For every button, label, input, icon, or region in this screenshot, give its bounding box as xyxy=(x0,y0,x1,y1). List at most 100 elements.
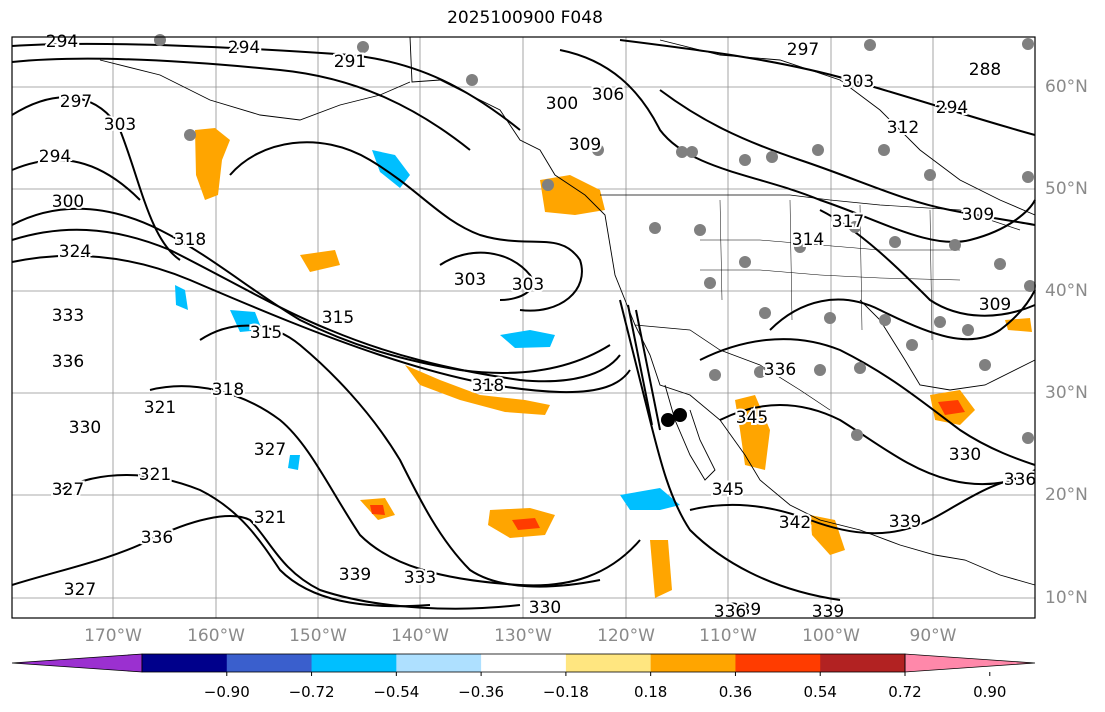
contour-label: 339 xyxy=(339,565,371,585)
contour-label: 327 xyxy=(254,440,286,460)
station-dot xyxy=(1022,38,1034,50)
latitude-label: 50°N xyxy=(1045,179,1088,199)
contour-label: 336 xyxy=(141,528,173,548)
contour-line xyxy=(11,42,521,131)
contour-line xyxy=(149,385,641,587)
station-dot xyxy=(849,221,861,233)
contour-label: 288 xyxy=(969,60,1001,80)
colorbar xyxy=(11,653,1036,676)
contour-label: 330 xyxy=(69,418,101,438)
station-dot xyxy=(851,429,863,441)
contour-label: 303 xyxy=(454,270,486,290)
colorbar-segment xyxy=(311,654,397,672)
station-dot xyxy=(592,144,604,156)
station-dot xyxy=(676,146,688,158)
contour-line xyxy=(689,474,1036,535)
contour-label: 339 xyxy=(889,512,921,532)
colorbar-tick-label: −0.18 xyxy=(542,683,589,701)
shading-patch xyxy=(810,515,845,555)
contour-line xyxy=(769,289,1036,341)
station-dot xyxy=(812,144,824,156)
longitude-label: 130°W xyxy=(494,626,552,646)
border-line xyxy=(700,239,960,251)
shading-patch xyxy=(938,400,965,415)
contour-label: 315 xyxy=(250,323,282,343)
contour-label: 297 xyxy=(60,92,92,112)
station-markers xyxy=(154,34,1036,444)
contour-label: 315 xyxy=(322,308,354,328)
contour-line xyxy=(439,251,534,301)
contour-label: 330 xyxy=(529,598,561,618)
contour-line xyxy=(719,404,1036,486)
station-dot xyxy=(739,154,751,166)
map-title: 2025100900 F048 xyxy=(447,8,603,28)
contour-line xyxy=(11,254,631,394)
longitude-label: 150°W xyxy=(289,626,347,646)
colorbar-tick-label: 0.36 xyxy=(718,683,753,701)
contour-label: 306 xyxy=(592,85,624,105)
contour-label: 330 xyxy=(949,445,981,465)
colorbar-tick-label: 0.90 xyxy=(973,683,1007,701)
contour-label: 327 xyxy=(64,580,96,600)
shading-patch xyxy=(175,285,188,310)
station-dot xyxy=(906,339,918,351)
station-dot xyxy=(357,41,369,53)
latitude-label: 30°N xyxy=(1045,383,1088,403)
station-dot xyxy=(889,236,901,248)
station-dot xyxy=(924,169,936,181)
contour-label: 336 xyxy=(1004,470,1036,490)
colorbar-segment xyxy=(226,654,313,672)
colorbar-segment xyxy=(396,654,482,672)
colorbar-extension-high xyxy=(904,653,1036,673)
contour-label: 345 xyxy=(712,480,744,500)
station-dot xyxy=(739,256,751,268)
station-dot xyxy=(962,324,974,336)
longitude-label: 160°W xyxy=(187,626,245,646)
shading-patch xyxy=(650,540,672,598)
contour-label: 318 xyxy=(472,376,504,396)
shading-patch xyxy=(288,455,300,470)
station-dot xyxy=(814,364,826,376)
contour-label: 294 xyxy=(46,32,78,52)
contour-label: 336 xyxy=(52,352,84,372)
station-dot xyxy=(934,316,946,328)
shading-patch xyxy=(540,175,605,215)
contour-line xyxy=(11,159,141,201)
contour-label: 294 xyxy=(936,98,968,118)
contour-line xyxy=(11,515,521,610)
contour-label: 294 xyxy=(39,147,71,167)
contour-line xyxy=(11,207,611,374)
contour-line xyxy=(559,49,1036,243)
longitude-label: 120°W xyxy=(597,626,655,646)
colorbar-tick-label: −0.36 xyxy=(458,683,505,701)
colorbar-tick-label: −0.90 xyxy=(203,683,250,701)
station-dot xyxy=(979,359,991,371)
contour-label: 303 xyxy=(512,275,544,295)
station-dot xyxy=(154,34,166,46)
latitude-label: 60°N xyxy=(1045,77,1088,97)
contour-line xyxy=(11,228,621,383)
contour-label: 345 xyxy=(736,408,768,428)
colorbar-segment xyxy=(481,654,567,672)
latitude-label: 20°N xyxy=(1045,485,1088,505)
colorbar-segment xyxy=(142,654,228,672)
contour-label: 333 xyxy=(404,568,436,588)
contour-line xyxy=(11,57,471,151)
colorbar-outline xyxy=(141,653,906,673)
contour-label: 303 xyxy=(104,115,136,135)
station-dot xyxy=(1024,280,1036,292)
colorbar-tick-label: 0.72 xyxy=(888,683,922,701)
station-dot xyxy=(754,366,766,378)
contour-label: 309 xyxy=(979,295,1011,315)
contour-label: 312 xyxy=(887,118,919,138)
station-dot xyxy=(854,362,866,374)
contour-label: 324 xyxy=(59,242,91,262)
shading-patch xyxy=(512,518,540,530)
border-line xyxy=(700,269,961,281)
latitude-label: 10°N xyxy=(1045,588,1088,608)
colorbar-segment xyxy=(650,654,736,672)
contour-label: 336 xyxy=(714,602,746,622)
border-line xyxy=(719,199,933,341)
station-dot xyxy=(759,307,771,319)
contour-label: 317 xyxy=(832,212,864,232)
